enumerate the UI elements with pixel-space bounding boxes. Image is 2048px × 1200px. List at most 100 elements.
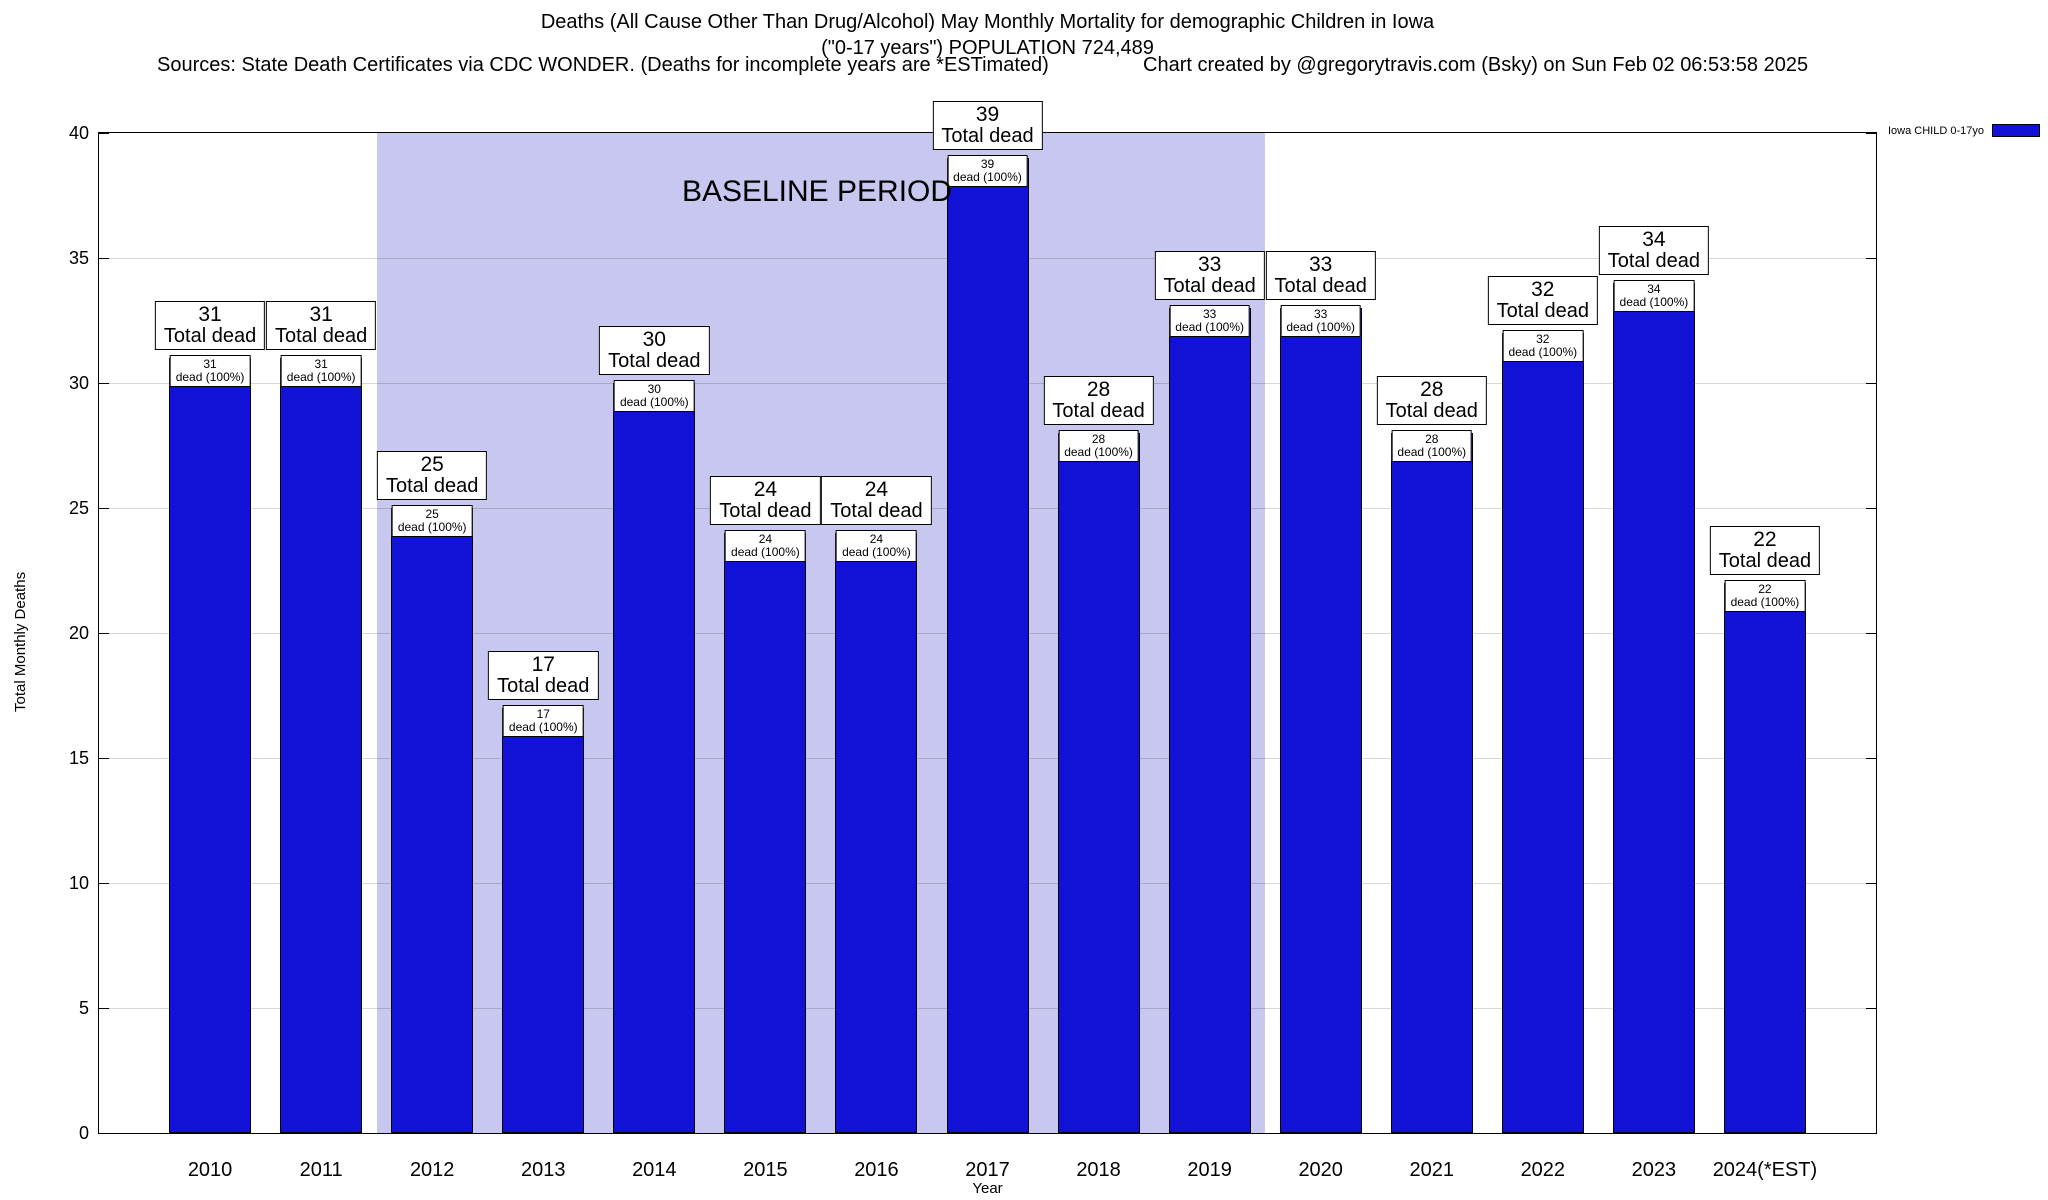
- bar-callout-value: 32: [1531, 278, 1555, 301]
- x-tick-label-2021: 2021: [1409, 1159, 1455, 1181]
- bar-2020: [1280, 308, 1362, 1133]
- x-tick-label-2020: 2020: [1298, 1159, 1343, 1181]
- y-tick-label: 40: [68, 123, 89, 143]
- bar-callout-2014: 30 Total dead: [599, 326, 710, 375]
- legend-swatch: [1992, 124, 2040, 137]
- bar-2013: [502, 708, 584, 1133]
- bar-inline-suffix: dead (100%): [1397, 445, 1467, 459]
- bar-inline-value: 34: [1647, 282, 1661, 296]
- bar-inline-label-2021: 28 dead (100%): [1391, 430, 1473, 462]
- bar-inline-suffix: dead (100%): [1064, 445, 1133, 459]
- bar-inline-value: 25: [425, 507, 439, 521]
- bar-inline-suffix: dead (100%): [953, 170, 1022, 184]
- bar-callout-suffix: Total dead: [1496, 300, 1589, 322]
- bar-inline-label-2022: 32 dead (100%): [1502, 330, 1584, 362]
- y-tick-mark: [1866, 1008, 1876, 1009]
- bar-inline-value: 22: [1758, 582, 1772, 596]
- x-tick-label-2016: 2016: [854, 1159, 899, 1181]
- bar-inline-suffix: dead (100%): [175, 370, 245, 384]
- credit-note: Chart created by @gregorytravis.com (Bsk…: [1143, 54, 1809, 76]
- bar-callout-value: 24: [753, 478, 778, 501]
- bar-inline-value: 33: [1202, 307, 1217, 321]
- bar-inline-label-2019: 33 dead (100%): [1169, 305, 1250, 337]
- bar-callout-value: 31: [309, 303, 333, 326]
- bar-callout-value: 28: [1086, 378, 1111, 401]
- bar-callout-value: 30: [642, 328, 666, 351]
- bar-inline-suffix: dead (100%): [619, 395, 689, 409]
- bar-inline-suffix: dead (100%): [842, 545, 911, 559]
- bar-2012: [391, 508, 473, 1133]
- bar-callout-2022: 32 Total dead: [1487, 276, 1598, 325]
- bar-callout-suffix: Total dead: [386, 475, 479, 497]
- bar-inline-value: 32: [1536, 332, 1550, 346]
- bar-callout-2010: 31 Total dead: [154, 301, 266, 350]
- y-tick-mark: [1866, 508, 1876, 509]
- bar-callout-suffix: Total dead: [1052, 400, 1145, 422]
- bar-inline-value: 39: [980, 157, 995, 171]
- bar-inline-label-2016: 24 dead (100%): [836, 530, 917, 562]
- y-tick-label: 30: [68, 373, 89, 393]
- y-tick-label: 25: [68, 498, 89, 518]
- bar-callout-value: 22: [1753, 528, 1777, 551]
- bar-callout-suffix: Total dead: [941, 125, 1034, 147]
- bar-inline-label-2024(*EST): 22 dead (100%): [1724, 580, 1806, 612]
- bar-callout-suffix: Total dead: [1607, 250, 1701, 272]
- bar-inline-value: 24: [869, 532, 884, 546]
- y-tick-mark: [99, 133, 109, 134]
- bar-callout-2012: 25 Total dead: [377, 451, 488, 500]
- bar-inline-suffix: dead (100%): [1730, 595, 1800, 609]
- y-tick-mark: [99, 758, 109, 759]
- bar-callout-2018: 28 Total dead: [1043, 376, 1154, 425]
- y-tick-mark: [99, 1008, 109, 1009]
- bar-inline-label-2023: 34 dead (100%): [1613, 280, 1695, 312]
- bar-2011: [280, 358, 362, 1133]
- bar-inline-value: 17: [536, 707, 550, 721]
- bar-callout-value: 39: [975, 103, 1000, 126]
- bar-callout-value: 34: [1642, 228, 1666, 251]
- y-tick-label: 35: [68, 248, 89, 268]
- chart-title: Deaths (All Cause Other Than Drug/Alcoho…: [540, 11, 1435, 33]
- bar-inline-label-2013: 17 dead (100%): [502, 705, 584, 737]
- y-tick-mark: [1866, 258, 1876, 259]
- bar-2018: [1058, 433, 1140, 1133]
- bar-2023: [1613, 283, 1695, 1133]
- bar-2019: [1169, 308, 1251, 1133]
- bar-callout-2024(*EST): 22 Total dead: [1709, 526, 1821, 575]
- bar-inline-value: 28: [1425, 432, 1439, 446]
- bar-inline-value: 28: [1091, 432, 1106, 446]
- y-tick-label: 5: [78, 998, 89, 1018]
- bar-callout-2020: 33 Total dead: [1265, 251, 1376, 300]
- x-tick-label-2018: 2018: [1076, 1159, 1121, 1181]
- bar-inline-label-2011: 31 dead (100%): [280, 355, 362, 387]
- y-tick-label: 0: [78, 1123, 89, 1143]
- bar-callout-suffix: Total dead: [1274, 275, 1367, 297]
- bar-callout-2013: 17 Total dead: [488, 651, 599, 700]
- bar-callout-value: 33: [1197, 253, 1222, 276]
- bar-inline-suffix: dead (100%): [397, 520, 467, 534]
- bar-inline-label-2010: 31 dead (100%): [169, 355, 251, 387]
- y-tick-mark: [1866, 133, 1876, 134]
- bar-inline-label-2014: 30 dead (100%): [613, 380, 695, 412]
- bar-callout-2011: 31 Total dead: [265, 301, 377, 350]
- chart-subtitle: ("0-17 years") POPULATION 724,489: [821, 37, 1154, 59]
- x-tick-label-2012: 2012: [409, 1159, 455, 1181]
- bar-callout-2015: 24 Total dead: [710, 476, 821, 525]
- bar-inline-value: 31: [314, 357, 328, 371]
- y-tick-label: 10: [68, 873, 89, 893]
- y-tick-mark: [99, 1133, 109, 1134]
- bar-callout-2017: 39 Total dead: [932, 101, 1043, 150]
- bar-callout-value: 24: [864, 478, 889, 501]
- bar-callout-2016: 24 Total dead: [821, 476, 932, 525]
- bar-2010: [169, 358, 251, 1133]
- x-tick-label-2017: 2017: [965, 1159, 1010, 1181]
- legend: Iowa CHILD 0-17yo: [1888, 124, 2040, 137]
- bar-callout-2021: 28 Total dead: [1376, 376, 1487, 425]
- bar-2014: [613, 383, 695, 1133]
- bar-inline-suffix: dead (100%): [1175, 320, 1244, 334]
- bar-inline-label-2020: 33 dead (100%): [1280, 305, 1362, 337]
- x-tick-label-2010: 2010: [187, 1159, 233, 1181]
- bar-inline-value: 31: [203, 357, 217, 371]
- y-tick-mark: [99, 258, 109, 259]
- bar-callout-suffix: Total dead: [1163, 275, 1256, 297]
- bar-inline-value: 24: [758, 532, 773, 546]
